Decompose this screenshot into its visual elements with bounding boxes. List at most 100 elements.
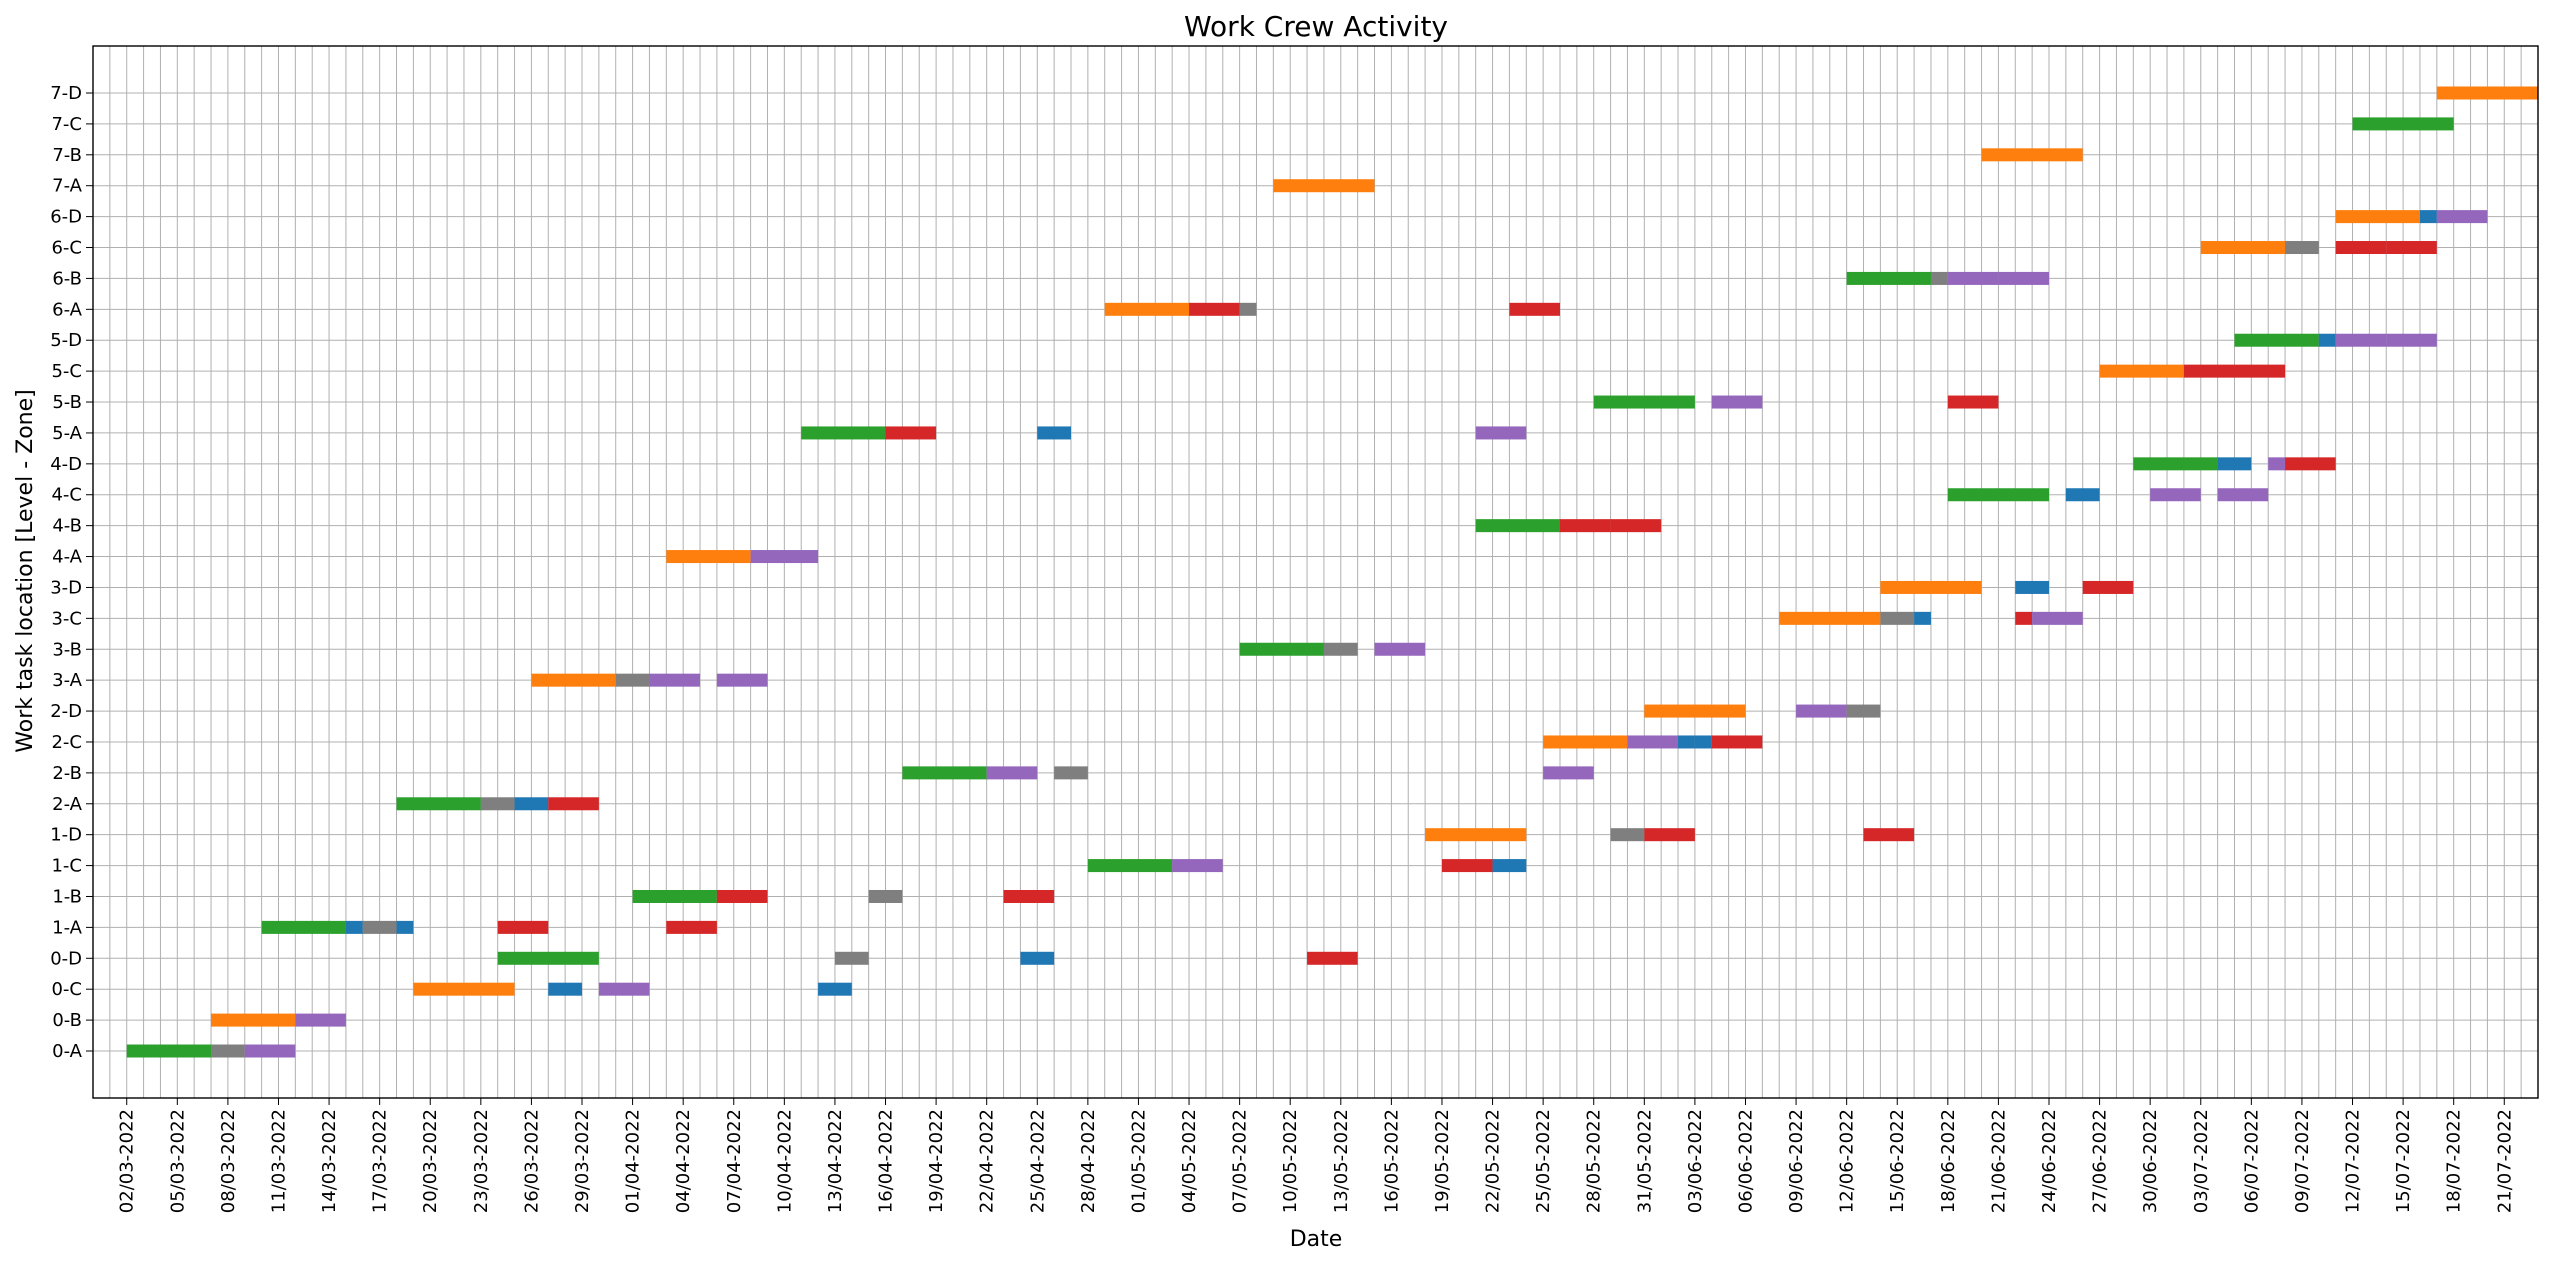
activity-bar — [1037, 426, 1071, 440]
x-tick-label: 31/05-2022 — [1634, 1109, 1655, 1213]
activity-bar — [2099, 364, 2184, 378]
activity-bar — [211, 1044, 245, 1058]
activity-bar — [1323, 642, 1358, 656]
y-tick-label: 3-A — [52, 670, 83, 691]
y-tick-label: 1-D — [50, 825, 82, 846]
activity-bar — [1475, 519, 1560, 533]
activity-bar — [2335, 241, 2387, 255]
x-tick-label: 22/05-2022 — [1483, 1109, 1504, 1213]
x-tick-label: 14/03-2022 — [319, 1109, 340, 1213]
y-tick-label: 2-B — [52, 763, 82, 784]
x-tick-label: 11/03-2022 — [268, 1109, 289, 1213]
y-tick-label: 0-D — [50, 948, 82, 969]
activity-bar — [2436, 86, 2538, 100]
chart-title: Work Crew Activity — [1184, 10, 1448, 43]
x-ticks: 02/03-2022 05/03-2022 08/03-2022 11/03-2022… — [117, 1098, 2515, 1213]
activity-bar — [396, 920, 414, 934]
y-tick-label: 4-B — [52, 516, 82, 537]
activity-bar — [1846, 704, 1881, 718]
activity-bar — [548, 797, 599, 811]
activity-bar — [345, 920, 363, 934]
activity-bar — [1796, 704, 1847, 718]
activity-bar — [261, 920, 346, 934]
activity-bar — [211, 1013, 296, 1027]
activity-bar — [1947, 271, 1999, 285]
y-tick-label: 0-C — [51, 979, 82, 1000]
y-tick-label: 4-A — [52, 547, 83, 568]
activity-bar — [1779, 611, 1881, 625]
y-tick-label: 7-C — [51, 114, 82, 135]
y-axis-label: Work task location [Level - Zone] — [13, 389, 38, 752]
y-tick-label: 4-C — [51, 485, 82, 506]
activity-bar — [2217, 457, 2252, 471]
y-tick-label: 2-A — [52, 794, 83, 815]
activity-bar — [548, 982, 582, 996]
x-tick-label: 26/03-2022 — [521, 1109, 542, 1213]
x-tick-label: 21/06-2022 — [1988, 1109, 2009, 1213]
x-tick-label: 17/03-2022 — [370, 1109, 391, 1213]
activity-bar — [2352, 117, 2454, 131]
x-tick-label: 13/05-2022 — [1331, 1109, 1352, 1213]
y-tick-label: 3-C — [51, 608, 82, 629]
y-tick-label: 0-A — [52, 1041, 83, 1062]
activity-bar — [2318, 333, 2336, 347]
y-tick-label: 1-A — [52, 917, 83, 938]
x-tick-label: 19/05-2022 — [1432, 1109, 1453, 1213]
activity-bar — [868, 889, 903, 903]
plot-frame — [92, 45, 2539, 1099]
activity-bar — [1492, 859, 1527, 873]
activity-bar — [1441, 859, 1493, 873]
activity-bar — [1273, 179, 1375, 193]
y-tick-label: 2-D — [50, 701, 82, 722]
y-ticks: 0-A 0-B 0-C 0-D 1-A 1-B 1-C 1-D 2-A 2-B 2-C 2-D 3-A 3… — [50, 83, 93, 1062]
activity-bar — [902, 766, 987, 780]
x-tick-label: 25/04-2022 — [1027, 1109, 1048, 1213]
x-tick-label: 01/04-2022 — [623, 1109, 644, 1213]
activity-bar — [666, 920, 717, 934]
x-tick-label: 07/04-2022 — [724, 1109, 745, 1213]
activity-bar — [1644, 704, 1746, 718]
x-tick-label: 29/03-2022 — [572, 1109, 593, 1213]
activity-bar — [1104, 302, 1190, 316]
activity-bar — [413, 982, 515, 996]
activity-bar — [1239, 642, 1324, 656]
x-tick-label: 18/07-2022 — [2444, 1109, 2465, 1213]
activity-bar — [362, 920, 397, 934]
activity-bar — [2015, 611, 2033, 625]
activity-bar — [2335, 210, 2420, 224]
activity-bar — [1239, 302, 1257, 316]
activity-bar — [2065, 488, 2100, 502]
activity-bar — [1694, 735, 1712, 749]
activity-bar — [396, 797, 481, 811]
x-tick-label: 01/05-2022 — [1128, 1109, 1149, 1213]
activity-bar — [2436, 210, 2488, 224]
y-tick-label: 6-A — [52, 299, 83, 320]
x-tick-label: 13/04-2022 — [825, 1109, 846, 1213]
y-tick-label: 3-D — [50, 577, 82, 598]
activity-bar — [1189, 302, 1240, 316]
x-tick-label: 30/06-2022 — [2140, 1109, 2161, 1213]
x-tick-label: 21/07-2022 — [2494, 1109, 2515, 1213]
activity-bar — [2268, 457, 2286, 471]
activity-bar — [598, 982, 650, 996]
activity-bar — [2386, 241, 2437, 255]
activity-bar — [2183, 364, 2235, 378]
x-tick-label: 08/03-2022 — [218, 1109, 239, 1213]
activity-bar — [666, 550, 751, 564]
activity-bar — [615, 673, 650, 687]
x-tick-label: 06/06-2022 — [1735, 1109, 1756, 1213]
x-tick-label: 10/05-2022 — [1280, 1109, 1301, 1213]
y-tick-label: 5-A — [52, 423, 83, 444]
activity-bar — [1711, 735, 1763, 749]
activity-bar — [1880, 580, 1982, 594]
y-tick-label: 6-B — [52, 268, 82, 289]
activity-bar — [2200, 241, 2286, 255]
activity-bar — [1947, 395, 1999, 409]
activity-bar — [1475, 426, 1527, 440]
activity-bar — [885, 426, 937, 440]
x-tick-label: 16/05-2022 — [1381, 1109, 1402, 1213]
y-tick-label: 5-B — [52, 392, 82, 413]
x-tick-label: 15/06-2022 — [1887, 1109, 1908, 1213]
y-tick-label: 2-C — [51, 732, 82, 753]
y-tick-label: 7-D — [50, 83, 82, 104]
